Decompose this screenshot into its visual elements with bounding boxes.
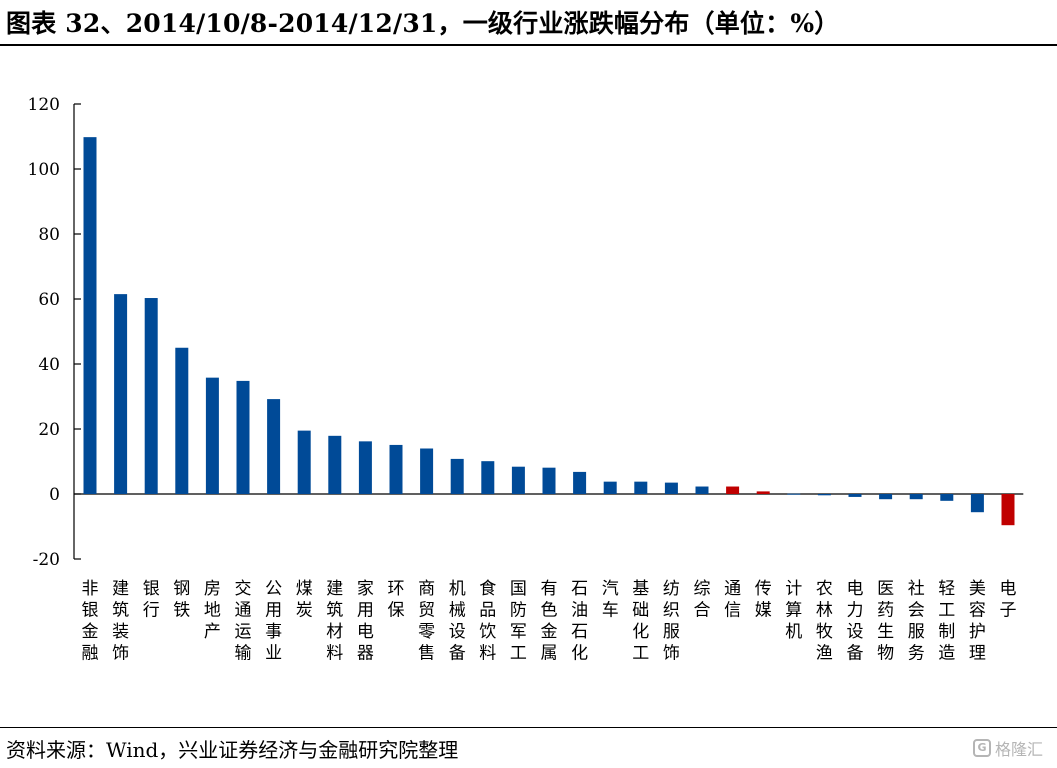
top-rule: [0, 44, 1057, 46]
bar: [328, 435, 342, 494]
bar: [450, 458, 464, 494]
x-tick-label: 纺织服饰: [663, 579, 680, 664]
bar: [970, 494, 984, 513]
x-tick-label: 建筑材料: [326, 579, 343, 664]
bar: [420, 448, 434, 494]
bar: [603, 481, 617, 494]
x-tick-label: 非银金融: [82, 579, 99, 664]
bar: [481, 461, 495, 494]
bar: [695, 486, 709, 494]
x-tick-label: 钢铁: [173, 579, 190, 621]
bar: [267, 399, 281, 494]
bar: [573, 471, 587, 494]
x-tick-label: 建筑装饰: [112, 579, 129, 664]
bar: [756, 491, 770, 494]
x-tick-label: 银行: [143, 579, 160, 621]
bar-chart: -20 0 20 40 60 80 100 120 非银金融建筑装饰银行钢铁房地产交通运输公用事…: [28, 95, 1024, 664]
x-tick-label: 石油石化: [571, 579, 588, 664]
watermark: G 格隆汇: [972, 736, 1043, 760]
x-tick-label: 交通运输: [235, 579, 252, 664]
watermark-text: 格隆汇: [994, 740, 1043, 759]
x-tick-label: 房地产: [204, 579, 221, 642]
y-tick-label: 20: [38, 420, 60, 440]
bar: [542, 467, 556, 494]
x-tick-label: 基础化工: [632, 579, 649, 664]
bar: [664, 482, 678, 494]
bar: [389, 444, 403, 494]
y-tick-label: 60: [38, 290, 60, 310]
x-tick-label: 综合: [694, 579, 711, 621]
bar: [848, 494, 862, 497]
x-tick-label: 电子: [1000, 579, 1017, 621]
bar: [144, 298, 158, 494]
x-tick-label: 环保: [388, 579, 405, 621]
x-tick-label: 有色金属: [541, 579, 558, 664]
y-tick-label: 80: [38, 225, 60, 245]
bar: [205, 377, 219, 494]
x-tick-label: 机械设备: [449, 579, 466, 664]
source-note: 资料来源：Wind，兴业证券经济与金融研究院整理: [6, 738, 459, 762]
x-tick-label: 农林牧渔: [816, 579, 833, 664]
bar: [297, 430, 311, 494]
bar: [511, 466, 525, 494]
bar: [358, 441, 372, 494]
bar: [83, 137, 97, 494]
x-tick-label: 商贸零售: [418, 579, 435, 664]
x-tick-label: 社会服务: [908, 579, 925, 664]
x-tick-label: 汽车: [602, 579, 619, 621]
x-tick-label: 国防军工: [510, 579, 527, 664]
bar: [726, 486, 740, 494]
bar: [634, 481, 648, 494]
x-tick-label: 计算机: [785, 579, 802, 642]
bar: [909, 494, 923, 500]
y-tick-label: 40: [38, 355, 60, 375]
bar: [114, 294, 128, 494]
x-tick-label: 美容护理: [969, 579, 986, 664]
bar: [940, 494, 954, 501]
chart-title: 图表 32、2014/10/8-2014/12/31，一级行业涨跌幅分布（单位：…: [6, 9, 840, 38]
x-tick-label: 医药生物: [877, 579, 894, 664]
x-tick-label: 家用电器: [357, 579, 374, 664]
x-tick-label: 煤炭: [296, 579, 313, 621]
bar: [787, 493, 801, 495]
bar: [1001, 494, 1015, 526]
bar: [879, 494, 893, 500]
y-tick-label: 120: [28, 95, 60, 115]
y-tick-label: -20: [33, 550, 60, 570]
watermark-logo-icon: G: [972, 739, 991, 757]
x-tick-label: 传媒: [755, 579, 772, 621]
bar: [175, 347, 189, 494]
x-tick-label: 公用事业: [265, 579, 282, 664]
x-tick-label: 轻工制造: [938, 579, 955, 664]
bar: [236, 380, 250, 494]
x-tick-label: 电力设备: [847, 579, 864, 664]
x-tick-label: 通信: [724, 579, 741, 621]
x-tick-label: 食品饮料: [479, 579, 496, 664]
bottom-rule: [0, 727, 1057, 728]
y-tick-label: 100: [28, 160, 60, 180]
y-tick-label: 0: [49, 485, 60, 505]
bar: [817, 494, 831, 496]
